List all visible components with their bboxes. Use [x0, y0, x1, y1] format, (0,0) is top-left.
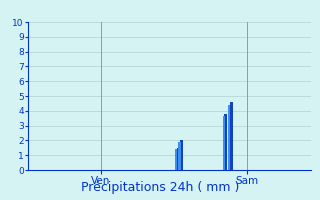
Bar [222, 116, 225, 170]
Bar [175, 149, 177, 170]
Bar [224, 114, 228, 170]
Bar [177, 148, 180, 170]
Bar [228, 105, 230, 170]
Text: Précipitations 24h ( mm ): Précipitations 24h ( mm ) [81, 181, 239, 194]
Bar [180, 140, 183, 170]
Bar [178, 142, 181, 170]
Bar [230, 102, 233, 170]
